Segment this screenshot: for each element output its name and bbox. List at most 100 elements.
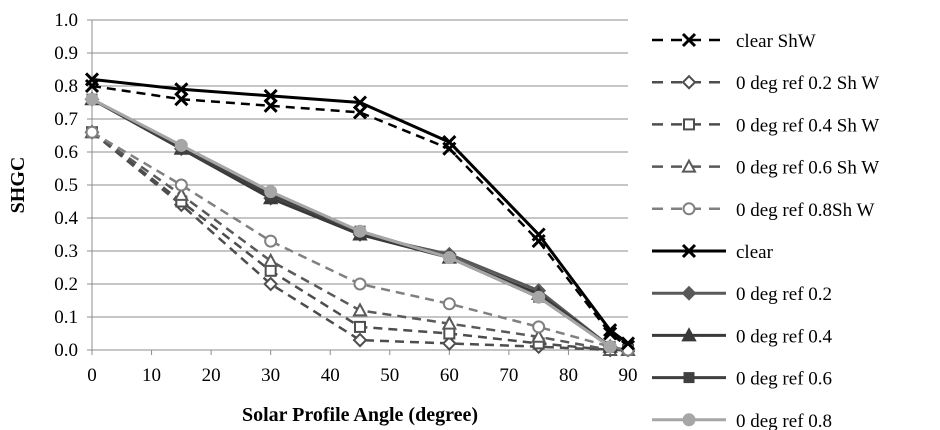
legend-marker [681, 32, 697, 48]
series-line [91, 131, 628, 352]
data-point [264, 185, 278, 199]
legend-label: clear [736, 242, 774, 263]
y-tick-label: 0.6 [54, 142, 78, 163]
legend-label: 0 deg ref 0.6 Sh W [736, 158, 879, 179]
y-tick-label: 1.0 [54, 10, 78, 31]
data-point [532, 320, 546, 334]
legend-label: 0 deg ref 0.4 Sh W [736, 115, 879, 136]
legend-marker [681, 158, 697, 173]
y-tick-label: 0.7 [54, 109, 78, 130]
data-point [532, 290, 546, 304]
data-point [603, 326, 618, 341]
x-tick-label: 30 [261, 365, 280, 386]
data-point [264, 264, 277, 277]
series-0-deg-ref-0-4 [84, 91, 618, 353]
data-point [263, 88, 278, 103]
series-line [91, 97, 612, 348]
x-tick-label: 0 [87, 365, 97, 386]
legend-item: clear ShW [652, 31, 816, 52]
y-tick-label: 0.9 [54, 43, 78, 64]
legend-marker [681, 74, 697, 90]
legend-item: 0 deg ref 0.4 Sh W [652, 115, 879, 136]
tick-labels: 0.0 0.1 0.2 0.3 0.4 0.5 0.6 0.7 0.8 0.9 1.0 0 10 20 30… [54, 10, 637, 386]
data-point [174, 138, 188, 152]
plot-area [84, 72, 636, 358]
data-point [352, 95, 368, 110]
y-tick-label: 0.3 [54, 241, 78, 262]
data-point [264, 234, 278, 248]
data-point [173, 186, 190, 201]
data-point [603, 340, 617, 354]
legend-label: 0 deg ref 0.2 Sh W [736, 73, 879, 94]
y-tick-label: 0.0 [54, 340, 78, 361]
x-tick-label: 20 [202, 365, 221, 386]
data-point [352, 302, 368, 317]
legend-marker [683, 118, 695, 131]
data-point [353, 277, 367, 291]
x-tick-label: 60 [440, 365, 459, 386]
legend-label: 0 deg ref 0.2 [736, 284, 832, 305]
data-point [354, 320, 366, 333]
legend-label: 0 deg ref 0.8Sh W [736, 200, 874, 221]
x-tick-label: 40 [321, 365, 340, 386]
data-point [174, 178, 188, 192]
data-point [442, 297, 456, 311]
y-tick-label: 0.4 [54, 208, 78, 229]
data-point [84, 72, 100, 87]
series-0-deg-ref-0-8 [85, 92, 617, 354]
legend: clear ShW 0 deg ref 0.2 Sh W 0 deg ref 0.4… [652, 31, 879, 430]
legend-item: 0 deg ref 0.2 [652, 284, 832, 305]
legend-item: 0 deg ref 0.6 Sh W [652, 158, 879, 179]
data-point [620, 336, 636, 351]
x-tick-label: 80 [559, 365, 578, 386]
data-point [85, 125, 99, 139]
data-point [441, 335, 457, 351]
series-line [91, 84, 629, 348]
series-clear [84, 72, 636, 351]
legend-item: 0 deg ref 0.4 [652, 326, 833, 347]
legend-item: 0 deg ref 0.8 [652, 411, 832, 430]
legend-item: 0 deg ref 0.6 [652, 369, 832, 390]
data-point [174, 82, 189, 97]
legend-marker [682, 413, 696, 427]
legend-label: clear ShW [736, 31, 816, 52]
series-0-deg-ref-0-8sh-w [85, 125, 635, 357]
legend-marker [681, 327, 697, 342]
legend-marker [683, 372, 695, 384]
data-point [352, 332, 368, 348]
data-point [262, 252, 279, 267]
y-tick-label: 0.8 [54, 76, 78, 97]
data-point [530, 328, 547, 343]
data-point [441, 315, 458, 330]
x-tick-label: 50 [380, 365, 399, 386]
legend-item: 0 deg ref 0.2 Sh W [652, 73, 879, 94]
legend-label: 0 deg ref 0.8 [736, 411, 832, 430]
legend-marker [682, 202, 696, 216]
legend-marker [681, 285, 697, 301]
legend-label: 0 deg ref 0.4 [736, 326, 833, 347]
series-line [91, 77, 629, 345]
y-tick-label: 0.5 [54, 175, 78, 196]
data-point [443, 327, 456, 340]
series-0-deg-ref-0-2 [84, 91, 618, 355]
series-line [91, 97, 611, 348]
data-point [531, 227, 546, 242]
legend-marker [681, 243, 697, 259]
y-axis-title: SHGC [7, 157, 29, 214]
x-tick-label: 90 [619, 365, 638, 386]
data-point [442, 251, 456, 265]
series-0-deg-ref-0-6 [86, 93, 616, 353]
series-line [91, 97, 611, 348]
data-point [353, 224, 367, 238]
data-point [85, 92, 99, 106]
data-point [442, 135, 457, 150]
legend-item: 0 deg ref 0.8Sh W [652, 200, 874, 221]
data-point [603, 323, 618, 338]
series-line [91, 131, 629, 352]
x-tick-label: 70 [499, 365, 518, 386]
axes [87, 19, 629, 355]
y-tick-label: 0.1 [54, 307, 78, 328]
data-point [263, 276, 279, 292]
x-tick-label: 10 [142, 365, 161, 386]
